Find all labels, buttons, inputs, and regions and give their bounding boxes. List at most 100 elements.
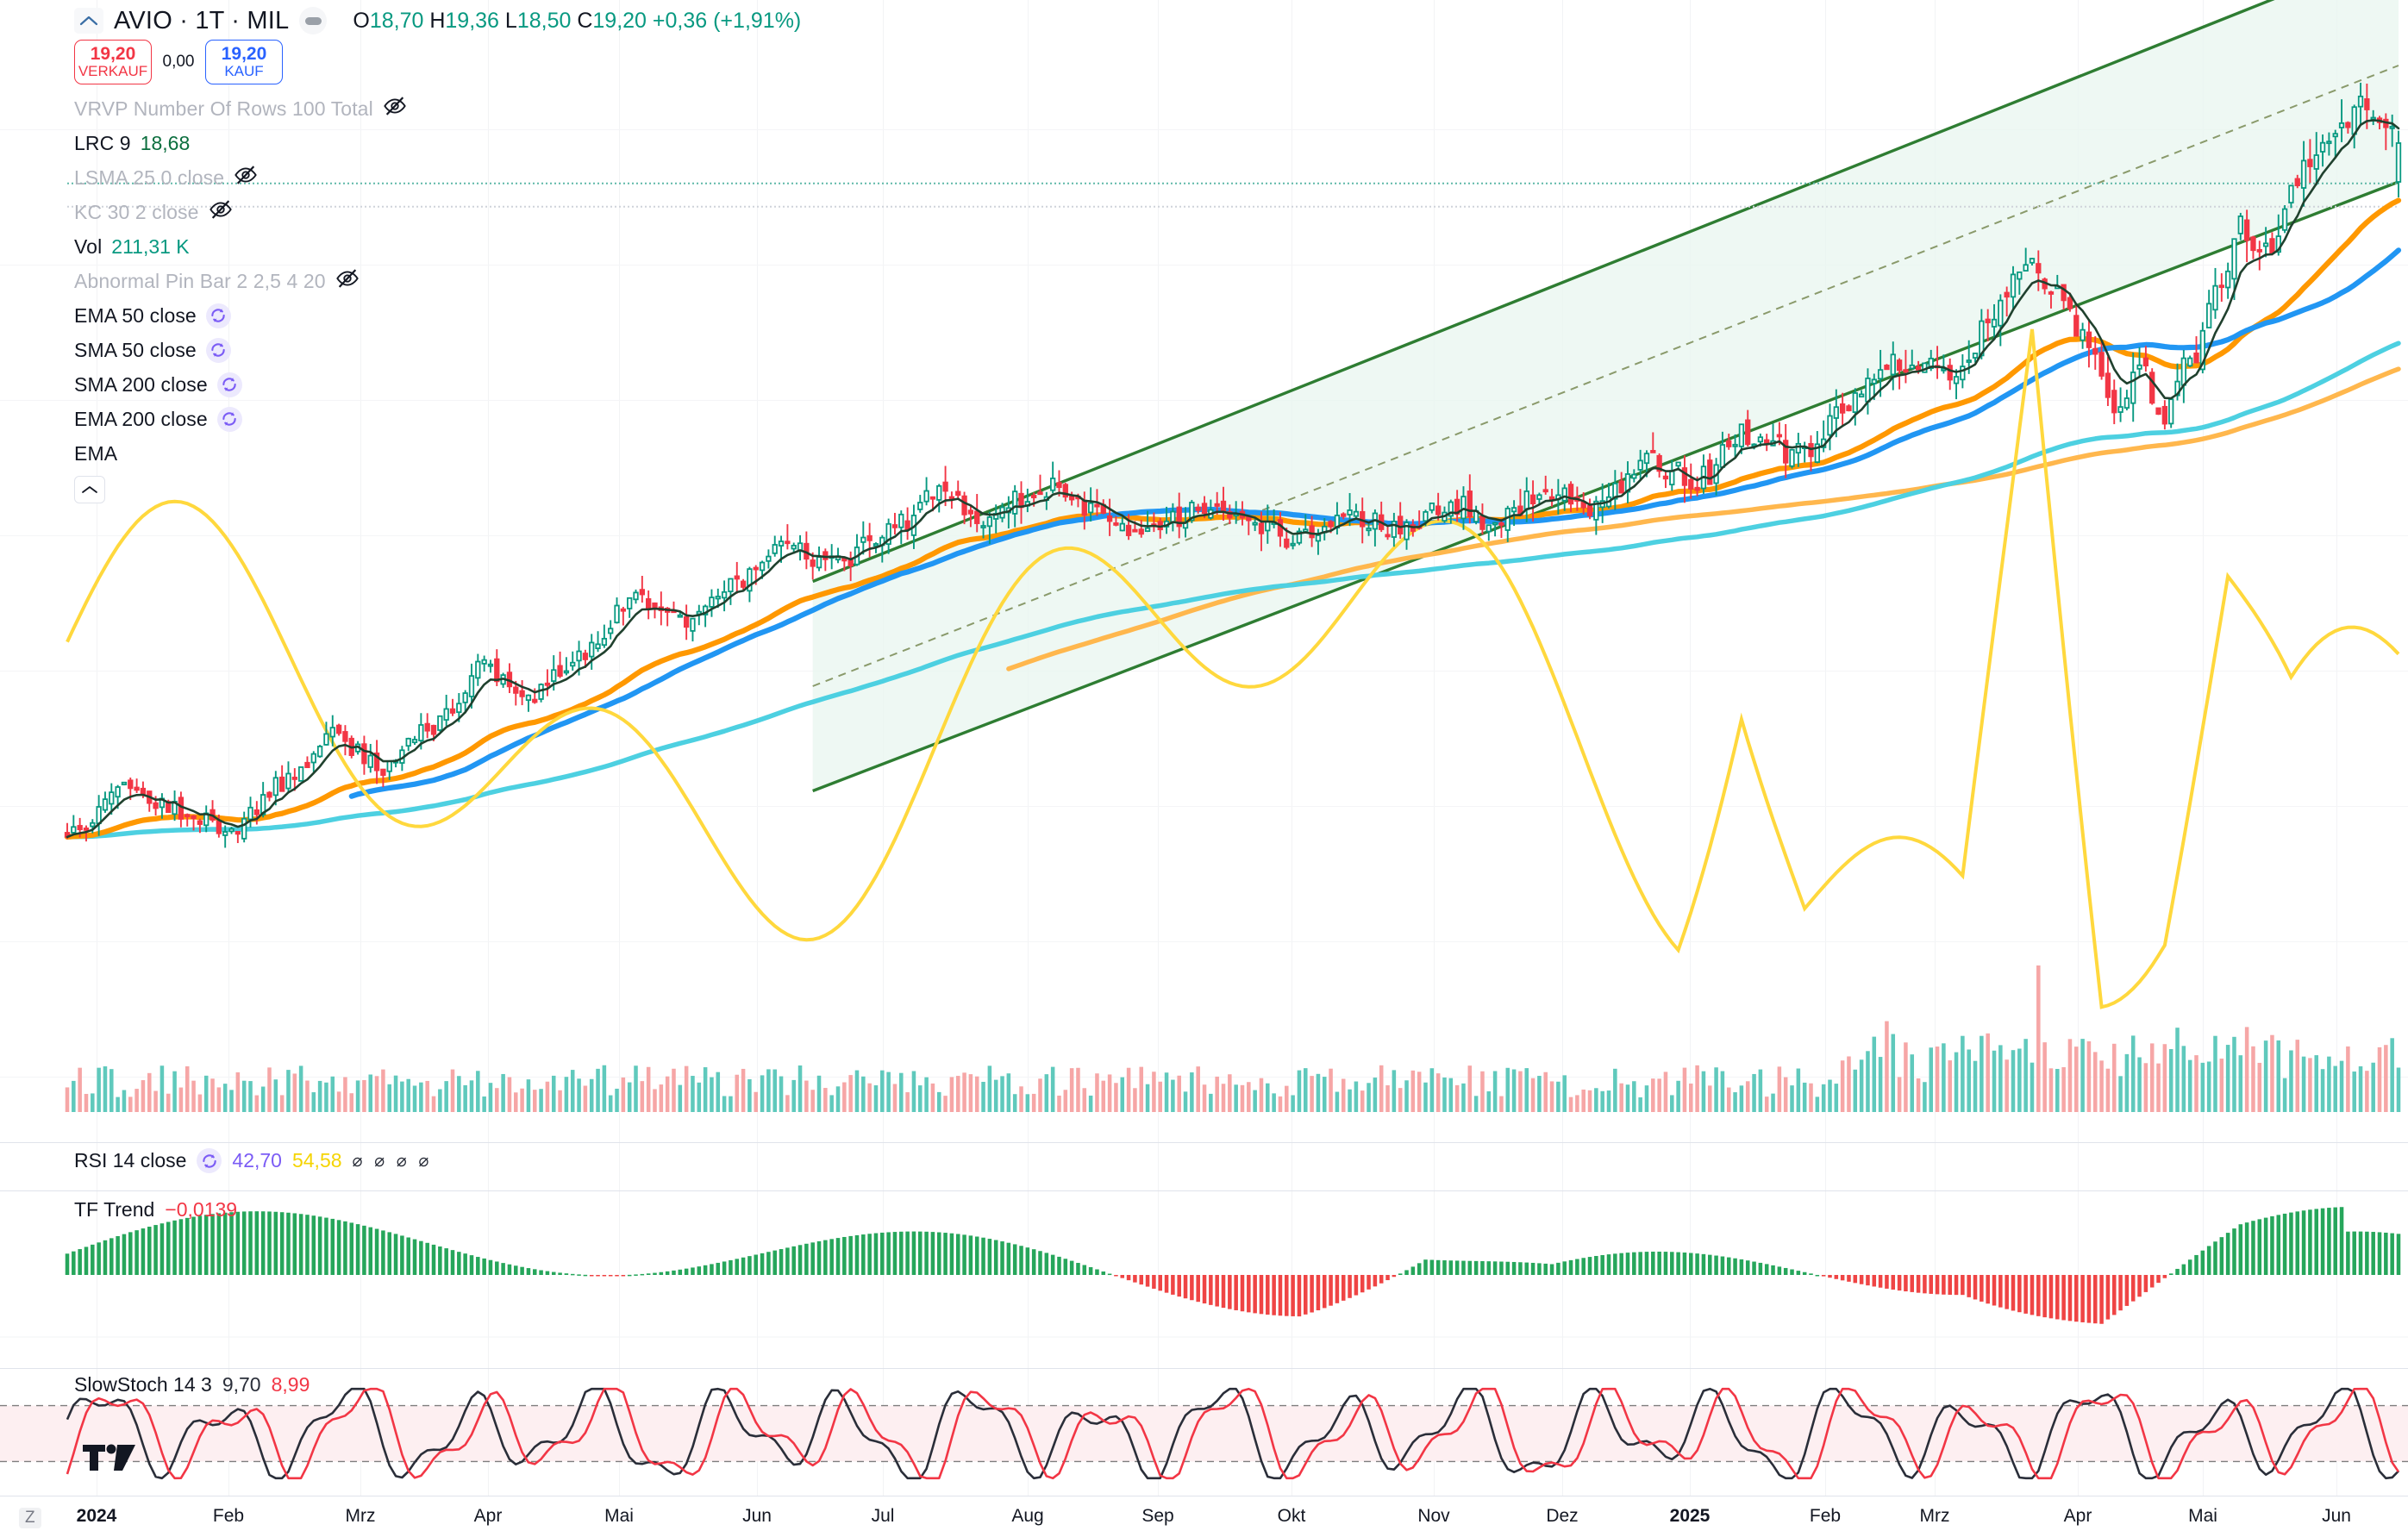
indicator-name: LSMA 25 0 close: [74, 166, 225, 189]
ohlc-change: +0,36 (+1,91%): [652, 8, 802, 33]
buy-button[interactable]: 19,20 KAUF: [205, 40, 283, 84]
legend-collapse-button[interactable]: [74, 476, 105, 503]
time-tick-14: Mrz: [1919, 1506, 1950, 1526]
tf-trend-histogram: [65, 1207, 2401, 1324]
ohlc-l-value: 18,50: [516, 8, 572, 33]
indicator-list: VRVP Number Of Rows 100 Total LRC 9 18,68…: [0, 84, 801, 471]
slowstoch-legend: SlowStoch 14 3 9,70 8,99: [0, 1373, 310, 1396]
slowstoch-name[interactable]: SlowStoch 14 3: [74, 1373, 212, 1396]
indicator-row-1[interactable]: LRC 9 18,68: [74, 126, 801, 160]
eye-off-icon: [235, 166, 257, 184]
lrc-channel-line-1[interactable]: [812, 180, 2399, 793]
time-tick-13: Feb: [1809, 1506, 1842, 1526]
time-tick-4: Mai: [604, 1506, 634, 1526]
rsi-legend: RSI 14 close 42,70 54,58 ⌀ ⌀ ⌀ ⌀: [0, 1148, 432, 1173]
ohlc-h-value: 19,36: [445, 8, 499, 33]
ohlc-h-label: H: [429, 8, 446, 33]
indicator-row-10[interactable]: EMA: [74, 436, 801, 471]
time-tick-17: Jun: [2322, 1506, 2351, 1526]
indicator-name: SMA 50 close: [74, 338, 197, 361]
ohlc-o-label: O: [353, 8, 370, 33]
pane-separator-rsi[interactable]: [0, 1142, 2408, 1143]
buy-price: 19,20: [221, 44, 267, 65]
indicator-name: SMA 200 close: [74, 372, 208, 396]
indicator-row-4[interactable]: Vol 211,31 K: [74, 229, 801, 264]
pane-separator-slowstoch[interactable]: [0, 1368, 2408, 1369]
sync-icon[interactable]: [205, 337, 231, 363]
indicator-name: EMA: [74, 441, 118, 465]
time-tick-12: 2025: [1669, 1506, 1711, 1526]
tradingview-logo[interactable]: [83, 1441, 136, 1480]
volume-series: [65, 965, 2401, 1112]
price-pane: [64, 0, 2402, 1112]
time-tick-9: Okt: [1277, 1506, 1306, 1526]
time-tick-0: 2024: [76, 1506, 117, 1526]
indicator-row-3[interactable]: KC 30 2 close: [74, 195, 801, 229]
ma-line-2: [64, 197, 2402, 840]
lrc-channel-line-0[interactable]: [812, 0, 2399, 584]
sync-icon[interactable]: [216, 406, 242, 432]
sell-label: VERKAUF: [78, 63, 148, 80]
eye-off-icon[interactable]: [383, 94, 407, 123]
ohlc-o-value: 18,70: [369, 8, 424, 33]
sync-icon[interactable]: [197, 1148, 222, 1173]
indicator-row-9[interactable]: EMA 200 close: [74, 402, 801, 436]
ohlc-c-value: 19,20: [592, 8, 647, 33]
ma-line-1: [65, 341, 2401, 840]
buy-label: KAUF: [224, 63, 264, 80]
eye-off-icon: [209, 200, 232, 219]
sell-button[interactable]: 19,20 VERKAUF: [74, 40, 152, 84]
stoch-d-line: [66, 1387, 2400, 1480]
ma-line-0: [1006, 366, 2401, 672]
eye-off-icon[interactable]: [209, 197, 233, 227]
indicator-name: EMA 200 close: [74, 407, 208, 430]
spread-value: 0,00: [162, 53, 195, 71]
indicator-name: VRVP Number Of Rows 100 Total: [74, 97, 373, 120]
sync-icon[interactable]: [216, 372, 242, 397]
indicator-row-6[interactable]: EMA 50 close: [74, 298, 801, 333]
market-closed-dot[interactable]: [299, 7, 328, 34]
indicator-row-2[interactable]: LSMA 25 0 close: [74, 160, 801, 195]
indicator-row-7[interactable]: SMA 50 close: [74, 333, 801, 367]
buy-sell-row: 19,20 VERKAUF 0,00 19,20 KAUF: [0, 34, 801, 84]
timezone-badge[interactable]: Z: [19, 1508, 41, 1528]
vrvp-overlay-line: [66, 328, 2400, 1009]
tftrend-name[interactable]: TF Trend: [74, 1198, 155, 1221]
symbol-row: AVIO · 1T · MIL O18,70 H19,36 L18,50 C19…: [0, 0, 801, 34]
indicator-name: EMA 50 close: [74, 303, 197, 327]
time-tick-16: Mai: [2188, 1506, 2217, 1526]
indicator-name: LRC 9: [74, 131, 131, 154]
indicator-name: Abnormal Pin Bar 2 2,5 4 20: [74, 269, 326, 292]
chevron-up-icon[interactable]: [74, 8, 103, 34]
sync-icon[interactable]: [205, 303, 231, 328]
time-tick-11: Dez: [1546, 1506, 1579, 1526]
time-tick-7: Aug: [1011, 1506, 1044, 1526]
rsi-value-primary: 42,70: [232, 1149, 282, 1171]
lrc9-line: [66, 119, 2400, 839]
rsi-name[interactable]: RSI 14 close: [74, 1149, 187, 1171]
stoch-k-line: [66, 1387, 2399, 1480]
eye-off-icon[interactable]: [234, 163, 258, 192]
symbol-title[interactable]: AVIO · 1T · MIL: [114, 6, 290, 34]
slowstoch-pane: [0, 1387, 2408, 1480]
indicator-name: KC 30 2 close: [74, 200, 199, 223]
chart-legend: AVIO · 1T · MIL O18,70 H19,36 L18,50 C19…: [0, 0, 801, 503]
time-axis[interactable]: Z 2024 Feb Mrz Apr Mai Jun Jul Aug Sep Okt Nov Dez 2…: [0, 1496, 2408, 1537]
tftrend-legend: TF Trend −0,0139: [0, 1198, 237, 1221]
indicator-row-5[interactable]: Abnormal Pin Bar 2 2,5 4 20: [74, 264, 801, 298]
time-tick-8: Sep: [1141, 1506, 1174, 1526]
slowstoch-k-value: 9,70: [222, 1373, 261, 1396]
pane-separator-tftrend[interactable]: [0, 1190, 2408, 1191]
indicator-row-8[interactable]: SMA 200 close: [74, 367, 801, 402]
eye-off-icon: [335, 269, 359, 288]
time-tick-10: Nov: [1417, 1506, 1450, 1526]
tf-trend-pane: [0, 1207, 2408, 1338]
slowstoch-d-value: 8,99: [271, 1373, 310, 1396]
indicator-value: 18,68: [140, 131, 191, 154]
time-tick-3: Apr: [473, 1506, 503, 1526]
lrc-channel-fill: [812, 0, 2399, 791]
indicator-row-0[interactable]: VRVP Number Of Rows 100 Total: [74, 91, 801, 126]
ohlc-values: O18,70 H19,36 L18,50 C19,20 +0,36 (+1,91…: [353, 9, 801, 34]
eye-off-icon[interactable]: [335, 266, 360, 296]
